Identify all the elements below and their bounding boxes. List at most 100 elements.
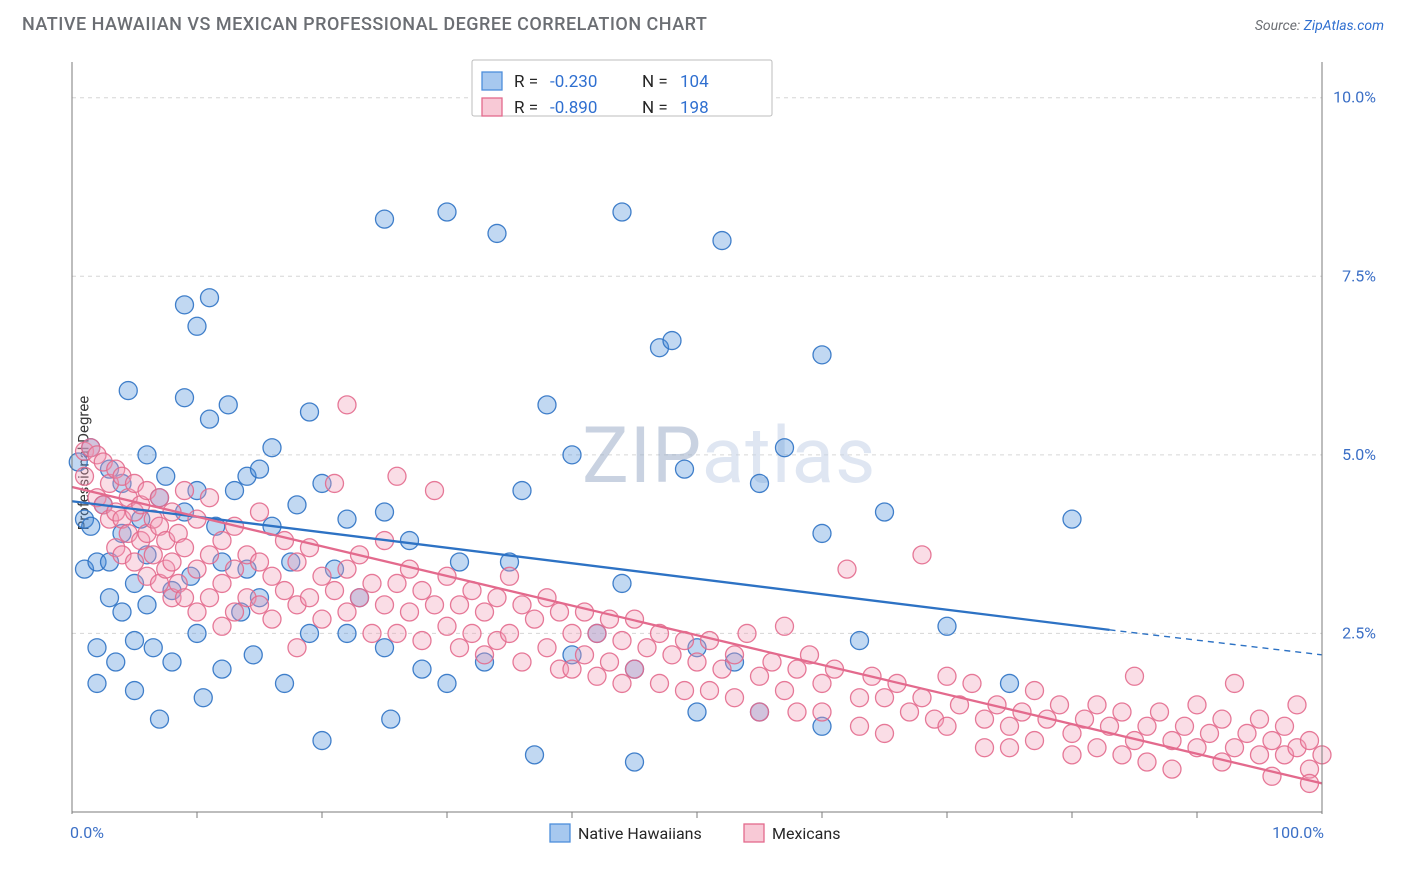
source-link[interactable]: ZipAtlas.com: [1304, 18, 1384, 34]
scatter-point: [326, 474, 344, 492]
scatter-point: [588, 624, 606, 642]
scatter-point: [501, 624, 519, 642]
scatter-point: [1151, 703, 1169, 721]
scatter-point: [126, 682, 144, 700]
scatter-point: [144, 639, 162, 657]
scatter-point: [219, 396, 237, 414]
scatter-point: [126, 553, 144, 571]
scatter-point: [188, 603, 206, 621]
scatter-point: [1063, 510, 1081, 528]
legend-swatch-icon: [482, 98, 502, 116]
scatter-point: [288, 496, 306, 514]
scatter-point: [451, 639, 469, 657]
scatter-point: [1226, 739, 1244, 757]
scatter-point: [338, 510, 356, 528]
scatter-point: [301, 624, 319, 642]
scatter-point: [276, 532, 294, 550]
scatter-point: [288, 639, 306, 657]
scatter-point: [251, 503, 269, 521]
scatter-point: [476, 603, 494, 621]
scatter-point: [1126, 667, 1144, 685]
scatter-point: [1251, 710, 1269, 728]
scatter-point: [1226, 674, 1244, 692]
scatter-point: [1063, 746, 1081, 764]
scatter-point: [701, 682, 719, 700]
scatter-point: [751, 667, 769, 685]
scatter-point: [976, 710, 994, 728]
legend-n-value: 104: [680, 72, 709, 92]
scatter-point: [663, 332, 681, 350]
scatter-point: [513, 596, 531, 614]
scatter-point: [1113, 703, 1131, 721]
legend-swatch-icon: [744, 824, 764, 842]
scatter-point: [1001, 674, 1019, 692]
scatter-point: [838, 560, 856, 578]
scatter-point: [913, 546, 931, 564]
scatter-point: [963, 674, 981, 692]
scatter-point: [1188, 696, 1206, 714]
scatter-point: [726, 689, 744, 707]
scatter-point: [676, 682, 694, 700]
legend-swatch-icon: [550, 824, 570, 842]
scatter-point: [976, 739, 994, 757]
scatter-point: [176, 482, 194, 500]
correlation-chart: ZIPatlas R = -0.230N = 104R = -0.890N = …: [52, 52, 1382, 852]
x-axis-max-label: 100.0%: [1272, 823, 1324, 842]
scatter-point: [276, 674, 294, 692]
series-legend: Native HawaiiansMexicans: [550, 824, 840, 843]
scatter-point: [851, 717, 869, 735]
scatter-point: [313, 567, 331, 585]
scatter-point: [813, 674, 831, 692]
scatter-point: [1301, 774, 1319, 792]
scatter-point: [144, 546, 162, 564]
scatter-point: [188, 624, 206, 642]
scatter-point: [613, 674, 631, 692]
scatter-point: [813, 346, 831, 364]
scatter-point: [88, 639, 106, 657]
scatter-point: [788, 703, 806, 721]
scatter-point: [626, 660, 644, 678]
legend-n-value: 198: [680, 98, 709, 118]
scatter-point: [688, 653, 706, 671]
scatter-point: [1088, 739, 1106, 757]
legend-r-value: -0.230: [550, 72, 597, 92]
scatter-point: [576, 603, 594, 621]
scatter-point: [126, 632, 144, 650]
scatter-point: [813, 703, 831, 721]
scatter-point: [851, 632, 869, 650]
scatter-point: [563, 660, 581, 678]
scatter-point: [326, 582, 344, 600]
chart-title: NATIVE HAWAIIAN VS MEXICAN PROFESSIONAL …: [22, 14, 707, 35]
scatter-point: [538, 396, 556, 414]
scatter-point: [313, 610, 331, 628]
scatter-point: [663, 646, 681, 664]
scatter-point: [1276, 717, 1294, 735]
scatter-point: [201, 410, 219, 428]
scatter-point: [751, 474, 769, 492]
scatter-point: [476, 646, 494, 664]
scatter-point: [601, 653, 619, 671]
scatter-point: [276, 582, 294, 600]
scatter-point: [638, 639, 656, 657]
scatter-point: [313, 732, 331, 750]
correlation-legend: R = -0.230N = 104R = -0.890N = 198: [472, 60, 772, 118]
scatter-point: [1138, 753, 1156, 771]
scatter-point: [251, 460, 269, 478]
legend-r-value: -0.890: [550, 98, 597, 118]
y-tick-label: 2.5%: [1342, 623, 1376, 642]
scatter-point: [263, 567, 281, 585]
scatter-point: [351, 589, 369, 607]
legend-n-label: N =: [642, 98, 668, 118]
scatter-point: [713, 232, 731, 250]
scatter-point: [363, 624, 381, 642]
legend-swatch-icon: [482, 72, 502, 90]
scatter-point: [913, 689, 931, 707]
scatter-point: [363, 574, 381, 592]
legend-series-label: Mexicans: [772, 824, 840, 843]
scatter-point: [751, 703, 769, 721]
scatter-point: [426, 482, 444, 500]
scatter-point: [176, 389, 194, 407]
scatter-point: [376, 503, 394, 521]
scatter-point: [776, 682, 794, 700]
scatter-point: [163, 653, 181, 671]
